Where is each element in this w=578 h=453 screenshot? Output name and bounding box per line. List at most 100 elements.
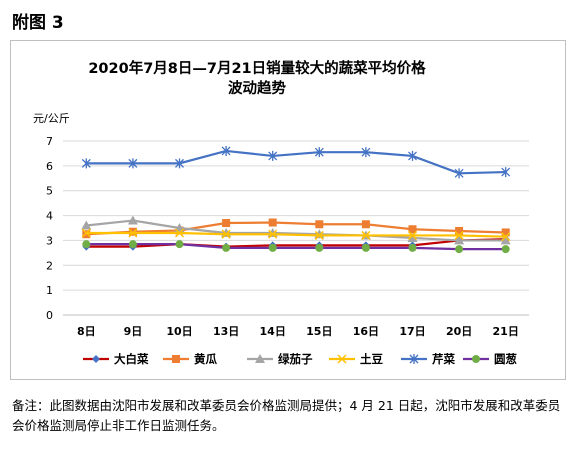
series-6 bbox=[82, 240, 510, 254]
legend-label: 芹菜 bbox=[432, 352, 455, 366]
data-point bbox=[501, 228, 510, 237]
data-point bbox=[454, 235, 465, 245]
figure-label: 附图 3 bbox=[12, 13, 64, 33]
series-5 bbox=[81, 145, 511, 179]
y-axis-label: 元/公斤 bbox=[33, 112, 70, 125]
legend-marker bbox=[337, 354, 347, 364]
data-point bbox=[221, 229, 231, 239]
legend-marker bbox=[92, 355, 100, 363]
data-point bbox=[175, 240, 184, 249]
series-lines bbox=[81, 145, 511, 254]
data-point bbox=[175, 158, 184, 169]
y-tick-label: 4 bbox=[46, 210, 53, 223]
data-point bbox=[361, 243, 370, 252]
data-point bbox=[81, 228, 91, 238]
data-point bbox=[222, 243, 231, 252]
data-point bbox=[268, 243, 277, 252]
x-tick-label: 21日 bbox=[493, 325, 519, 338]
legend-marker bbox=[172, 355, 180, 363]
data-point bbox=[501, 245, 510, 254]
data-point bbox=[408, 243, 417, 252]
legend-marker bbox=[409, 354, 419, 364]
data-point bbox=[501, 167, 511, 178]
data-point bbox=[454, 230, 464, 240]
data-point bbox=[455, 226, 464, 235]
series-line bbox=[86, 219, 506, 242]
data-point bbox=[268, 150, 278, 161]
data-point bbox=[81, 158, 91, 169]
series-line bbox=[86, 231, 506, 238]
legend-item: 芹菜 bbox=[401, 352, 455, 366]
y-tick-label: 2 bbox=[46, 259, 53, 272]
data-point bbox=[268, 218, 277, 227]
legend-item: 圆葱 bbox=[463, 352, 517, 366]
data-point bbox=[315, 220, 324, 229]
data-point bbox=[128, 228, 138, 238]
data-point bbox=[361, 230, 371, 240]
x-tick-label: 8日 bbox=[77, 325, 96, 338]
data-point bbox=[82, 230, 91, 239]
grid-lines bbox=[63, 140, 529, 316]
data-point bbox=[81, 220, 92, 230]
data-point bbox=[221, 145, 231, 156]
y-tick-label: 0 bbox=[46, 309, 53, 322]
legend-item: 土豆 bbox=[329, 352, 383, 366]
data-point bbox=[128, 158, 138, 169]
data-point bbox=[500, 235, 511, 245]
line-chart: 2020年7月8日—7月21日销量较大的蔬菜平均价格 波动趋势 元/公斤 0 1 2… bbox=[33, 59, 529, 366]
data-point bbox=[315, 243, 324, 252]
data-point bbox=[407, 232, 418, 242]
legend-label: 黄瓜 bbox=[194, 352, 217, 366]
legend-item: 大白菜 bbox=[83, 352, 149, 366]
data-point bbox=[314, 230, 324, 240]
data-point bbox=[127, 215, 138, 225]
legend-marker bbox=[472, 355, 480, 363]
data-point bbox=[501, 232, 511, 242]
data-point bbox=[222, 219, 231, 228]
x-tick-label: 9日 bbox=[124, 325, 143, 338]
y-tick-label: 6 bbox=[46, 160, 53, 173]
data-point bbox=[128, 227, 137, 236]
y-tick-label: 5 bbox=[46, 185, 53, 198]
data-point bbox=[408, 225, 417, 234]
legend-label: 土豆 bbox=[360, 352, 383, 366]
data-point bbox=[128, 240, 137, 249]
legend-label: 圆葱 bbox=[494, 352, 517, 366]
legend-item: 绿茄子 bbox=[247, 352, 313, 366]
x-tick-label: 16日 bbox=[353, 325, 379, 338]
chart-title-line2: 波动趋势 bbox=[228, 79, 286, 97]
legend-label: 大白菜 bbox=[114, 352, 149, 366]
y-tick-labels: 0 1 2 3 4 5 6 7 bbox=[46, 135, 53, 322]
legend: 大白菜 黄瓜 绿茄子 土豆 芹菜 圆葱 bbox=[83, 352, 517, 366]
x-tick-label: 14日 bbox=[260, 325, 286, 338]
series-line bbox=[86, 238, 506, 248]
x-tick-label: 17日 bbox=[399, 325, 425, 338]
data-point bbox=[455, 245, 464, 254]
x-tick-label: 13日 bbox=[213, 325, 239, 338]
x-tick-labels: 8日 9日 10日 13日 14日 15日 16日 17日 20日 21日 bbox=[77, 325, 519, 338]
y-tick-label: 3 bbox=[46, 234, 53, 247]
series-line bbox=[86, 221, 506, 236]
y-tick-label: 1 bbox=[46, 284, 53, 297]
data-point bbox=[408, 150, 417, 161]
series-4 bbox=[81, 228, 511, 242]
legend-label: 绿茄子 bbox=[278, 352, 313, 366]
data-point bbox=[268, 229, 278, 239]
x-tick-label: 10日 bbox=[166, 325, 192, 338]
data-point bbox=[174, 228, 185, 238]
series-line bbox=[86, 149, 506, 175]
data-point bbox=[361, 220, 370, 229]
chart-area: 2020年7月8日—7月21日销量较大的蔬菜平均价格 波动趋势 元/公斤 0 1 2… bbox=[10, 40, 566, 380]
footnote: 备注：此图数据由沈阳市发展和改革委员会价格监测局提供；4 月 21 日起，沈阳市… bbox=[12, 398, 561, 433]
y-tick-label: 7 bbox=[46, 135, 53, 148]
data-point bbox=[314, 147, 324, 158]
data-point bbox=[454, 168, 464, 179]
x-tick-label: 20日 bbox=[446, 325, 472, 338]
data-point bbox=[82, 240, 91, 249]
data-point bbox=[407, 230, 418, 240]
legend-item: 黄瓜 bbox=[163, 352, 217, 366]
series-line bbox=[86, 243, 506, 251]
data-point bbox=[361, 147, 371, 158]
legend-marker bbox=[255, 354, 265, 363]
x-tick-label: 15日 bbox=[306, 325, 332, 338]
